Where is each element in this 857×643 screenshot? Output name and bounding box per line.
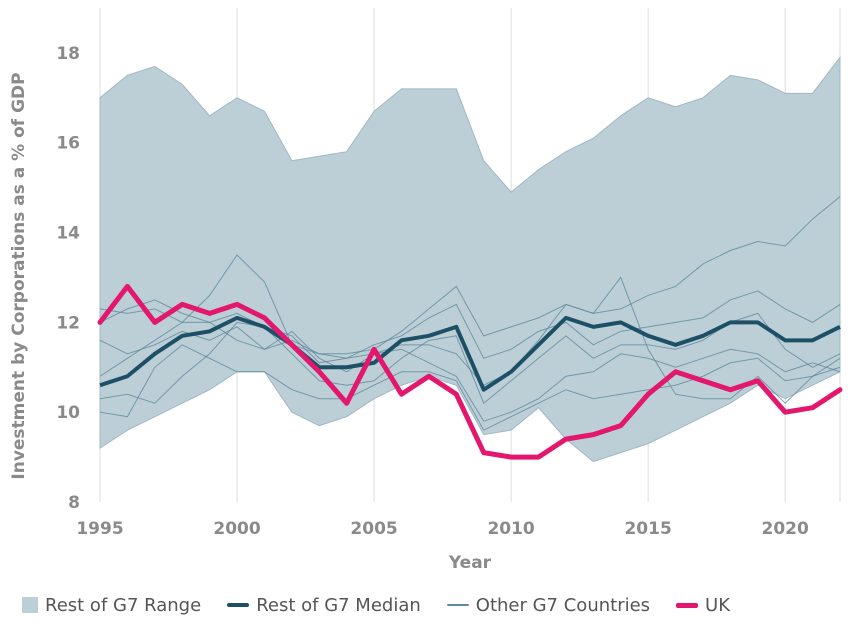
uk-line (97, 283, 843, 460)
legend-label-range: Rest of G7 Range (45, 594, 202, 616)
other-country-line-5 (99, 326, 841, 422)
other-country-line-6 (99, 276, 841, 404)
legend-swatch-other (446, 604, 469, 606)
y-tick-label-16: 16 (56, 134, 80, 154)
legend-label-uk: UK (705, 594, 731, 616)
y-tick-label-8: 8 (68, 493, 80, 513)
other-country-line-4 (99, 344, 841, 431)
legend-swatch-uk (676, 602, 699, 608)
x-tick-label-2005: 2005 (350, 519, 397, 539)
plot-area (97, 55, 843, 463)
legend-item-other: Other G7 Countries (446, 594, 651, 616)
y-axis-ticks: 8 10 12 14 16 18 (56, 44, 80, 513)
legend-item-range: Rest of G7 Range (22, 595, 201, 616)
y-axis-title: Investment by Corporations as a % of GDP (9, 72, 29, 479)
median-line (99, 315, 841, 392)
x-axis-title: Year (448, 553, 492, 573)
y-tick-label-10: 10 (56, 403, 80, 423)
other-country-line-1 (99, 196, 841, 377)
x-tick-label-2000: 2000 (213, 519, 260, 539)
x-axis-ticks: 1995 2000 2005 2010 2015 2020 (76, 519, 809, 539)
x-tick-label-2020: 2020 (762, 519, 809, 539)
x-tick-label-2015: 2015 (624, 519, 671, 539)
x-tick-label-1995: 1995 (76, 519, 123, 539)
y-tick-label-14: 14 (56, 224, 80, 244)
legend-item-uk: UK (676, 595, 730, 616)
other-country-line-2 (99, 290, 841, 364)
legend-swatch-range (22, 597, 38, 613)
legend: Rest of G7 Range Rest of G7 Median Other… (22, 590, 730, 620)
x-tick-label-2010: 2010 (487, 519, 534, 539)
y-tick-label-18: 18 (56, 44, 80, 64)
legend-label-median: Rest of G7 Median (256, 594, 421, 616)
legend-swatch-median (227, 603, 250, 607)
legend-item-median: Rest of G7 Median (227, 595, 421, 616)
y-tick-label-12: 12 (56, 313, 80, 333)
legend-label-other: Other G7 Countries (475, 594, 651, 616)
range-band (99, 55, 841, 463)
